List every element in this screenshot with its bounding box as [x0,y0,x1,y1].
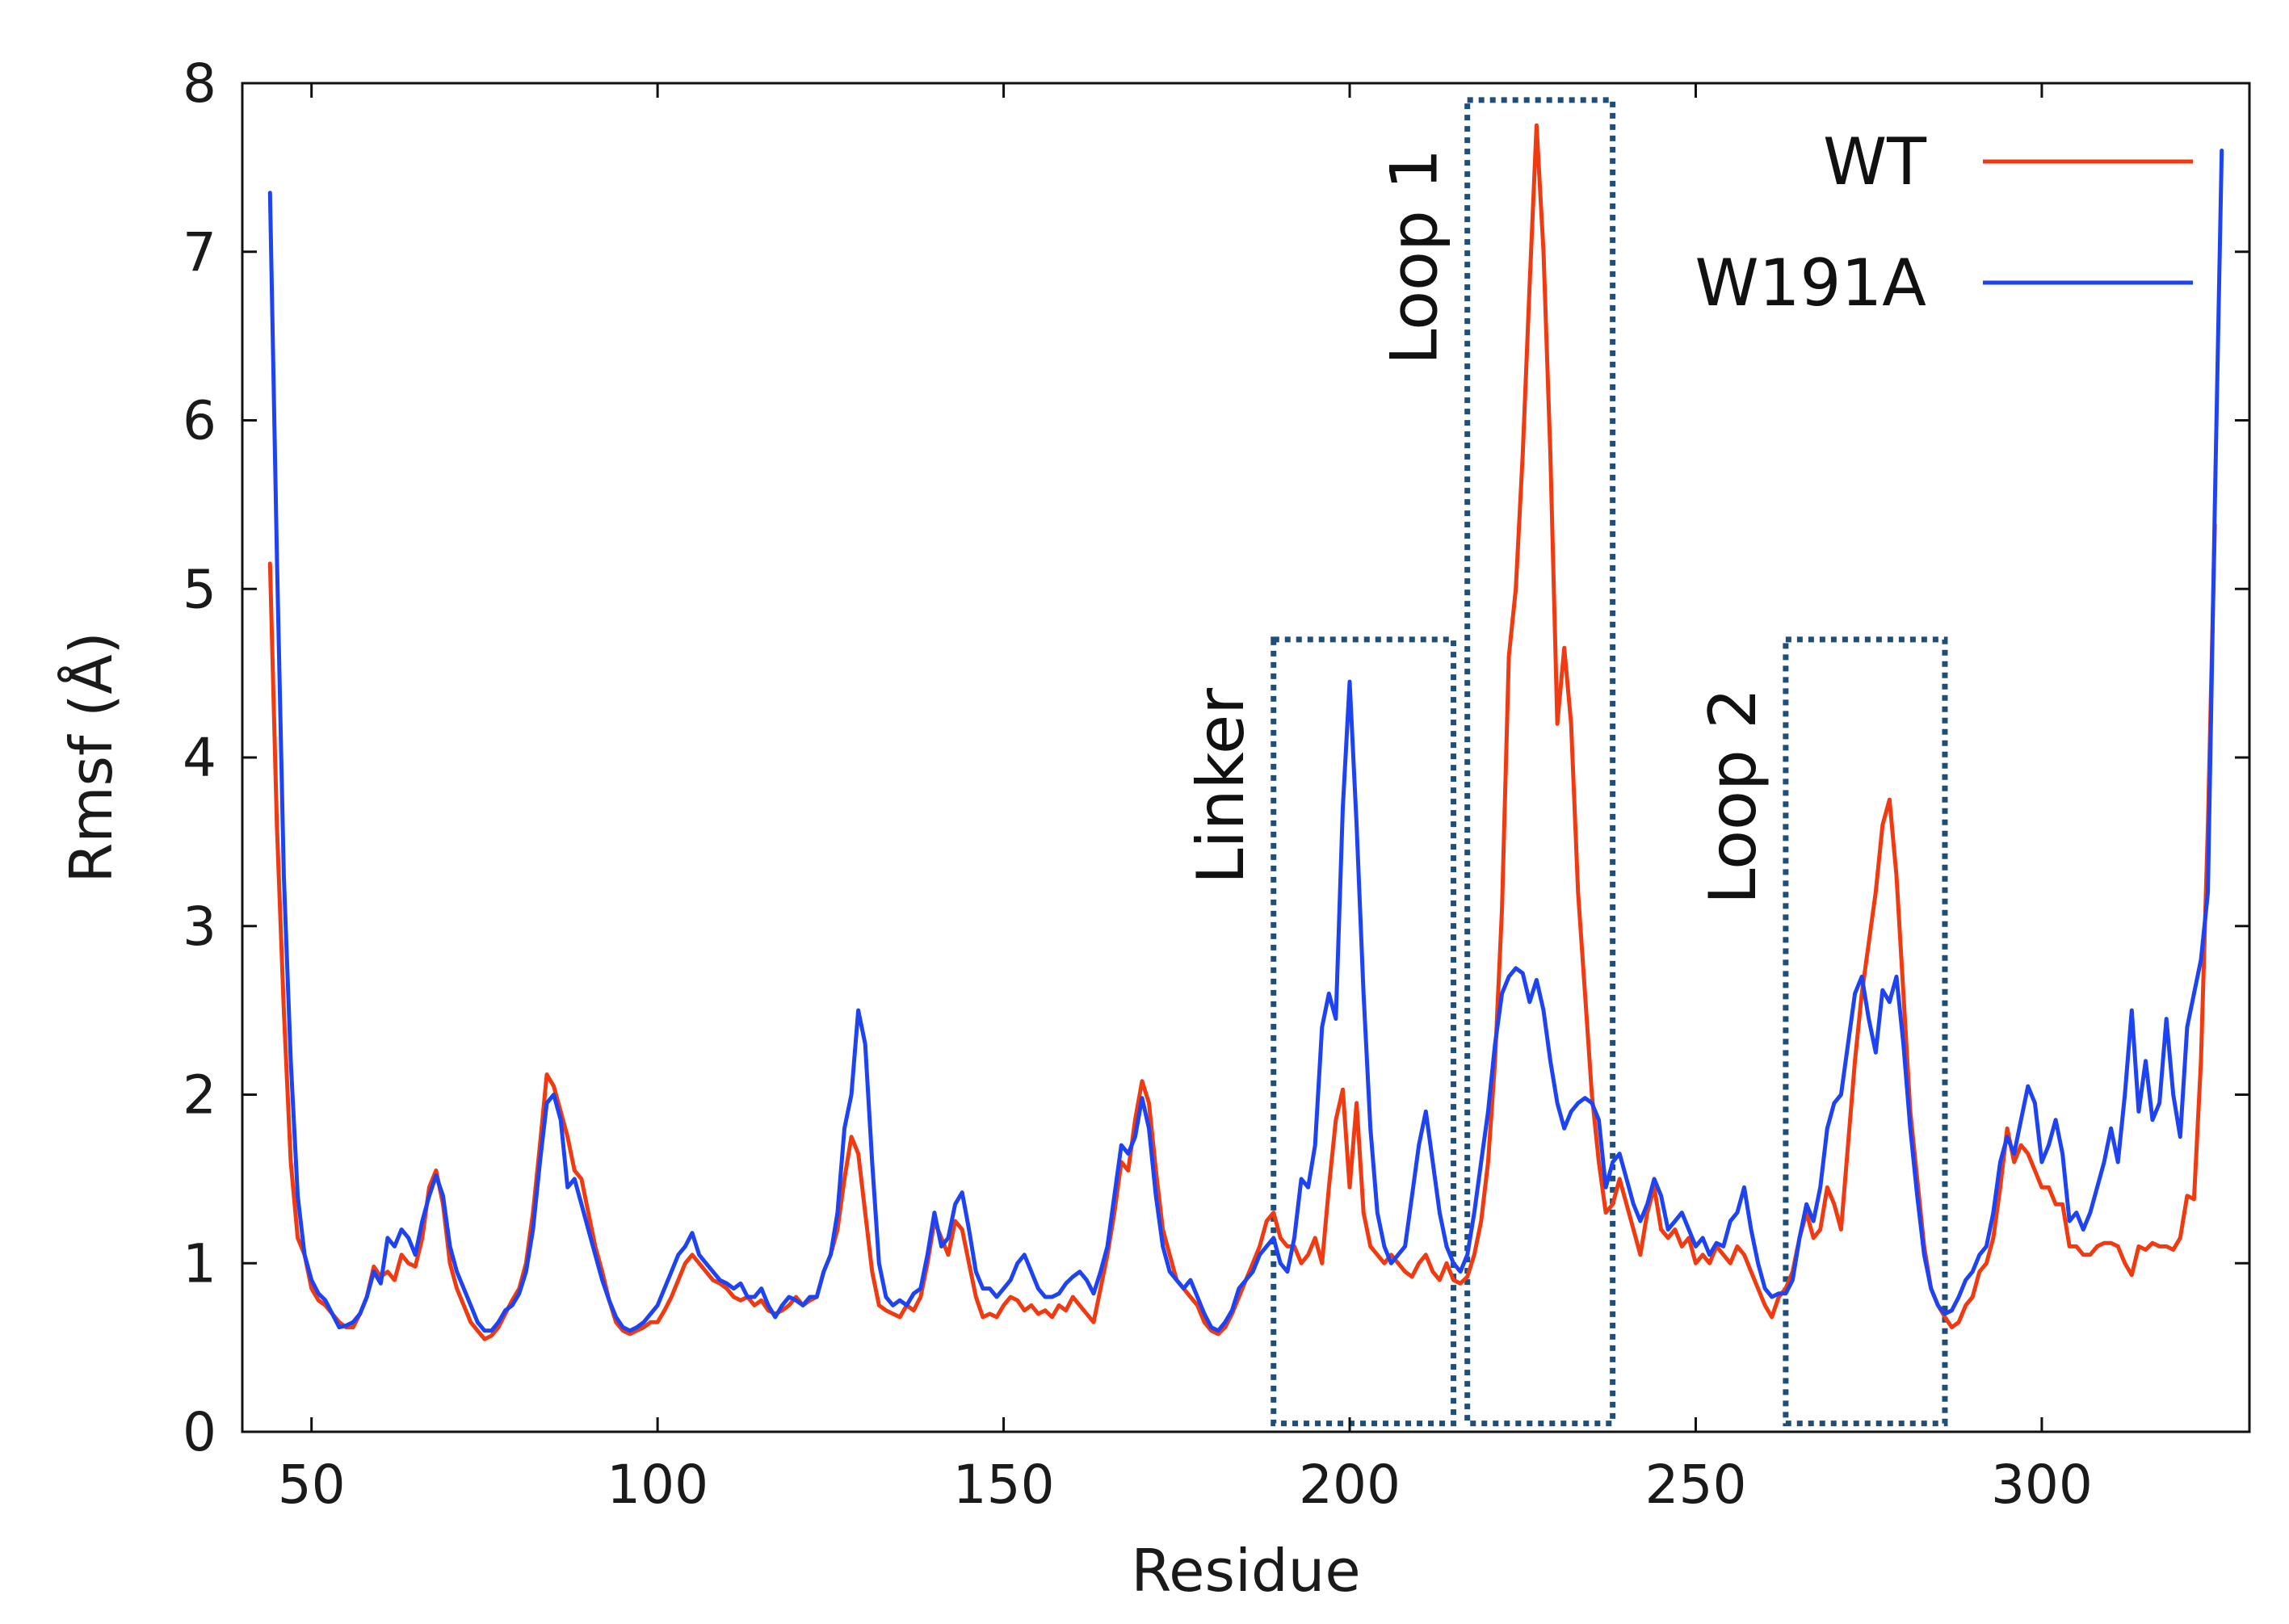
y-tick-label: 6 [183,390,216,452]
y-tick-label: 7 [183,221,216,283]
series-line-wt [267,123,2217,1341]
region-label-linker: Linker [1183,688,1258,884]
region-box-loop-1 [1464,97,1616,1427]
x-tick-label: 50 [278,1454,346,1516]
axis-tick-labels: 50 100 150 200 250 300 0 1 2 3 4 5 6 7 8 [183,52,2093,1516]
legend-label-wt: WT [1823,124,1927,199]
y-tick-label: 2 [183,1064,216,1127]
region-boxes [1270,97,1948,1427]
region-label-loop-2: Loop 2 [1695,688,1770,904]
region-label-loop-1: Loop 1 [1377,149,1452,365]
x-tick-label: 100 [607,1454,708,1516]
y-tick-label: 4 [183,727,216,789]
y-tick-label: 5 [183,558,216,620]
series-line-w191a [267,149,2224,1333]
y-axis-title: Rmsf (Å) [57,632,125,883]
y-tick-label: 3 [183,896,216,958]
x-tick-label: 150 [953,1454,1055,1516]
region-labels: Linker Loop 1 Loop 2 [1183,149,1770,904]
x-tick-label: 200 [1299,1454,1401,1516]
axis-ticks [242,82,2249,1433]
legend: WT W191A [1695,124,2193,321]
x-tick-label: 250 [1644,1454,1746,1516]
series-lines [267,123,2224,1341]
region-box-loop-2 [1783,636,1948,1427]
y-tick-label: 8 [183,52,216,115]
region-box-linker [1270,636,1457,1427]
x-axis-title: Residue [1131,1537,1360,1605]
legend-label-w191a: W191A [1695,245,1926,321]
y-tick-label: 1 [183,1232,216,1295]
x-tick-label: 300 [1991,1454,2093,1516]
y-tick-label: 0 [183,1401,216,1463]
